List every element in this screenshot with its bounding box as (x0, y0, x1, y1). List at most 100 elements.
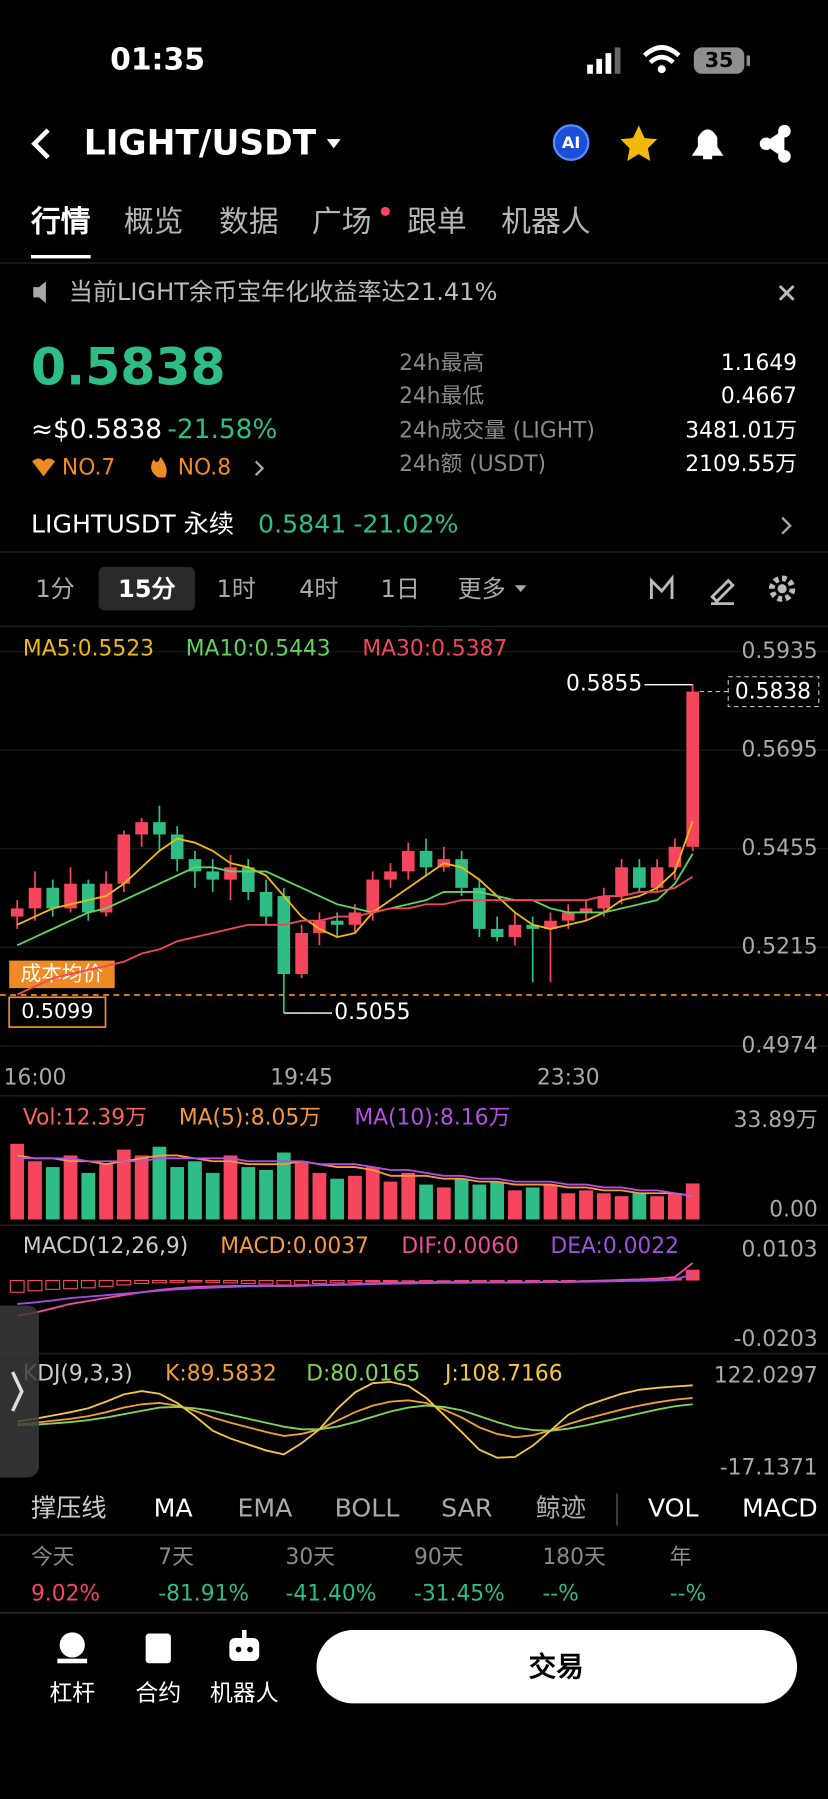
interval[interactable]: 4时 (299, 575, 338, 603)
interval[interactable]: 15分 (118, 575, 176, 603)
interval[interactable]: 1时 (217, 575, 256, 603)
draw-button[interactable] (710, 578, 735, 606)
candle-body (117, 834, 131, 884)
candle-body (686, 691, 699, 847)
usd-price: ≈$0.5838 (31, 415, 162, 445)
hot-rank[interactable]: NO.7 (62, 455, 115, 480)
pair-dropdown[interactable] (326, 139, 341, 149)
indicator-tab[interactable]: 撑压线 (31, 1494, 107, 1523)
stat-value: 1.1649 (721, 351, 797, 376)
indicator-tab[interactable]: VOL (648, 1494, 699, 1523)
volume-bar (543, 1184, 558, 1220)
volume-bar (99, 1164, 113, 1220)
stat-label: 24h最高 (399, 351, 484, 376)
notice-text[interactable]: 当前LIGHT余币宝年化收益率达21.41% (69, 278, 498, 306)
low-label: 0.5055 (334, 1000, 410, 1025)
macd-bar (471, 1279, 487, 1283)
series-line (16, 853, 694, 947)
candle-body (384, 871, 397, 880)
trade-button[interactable] (316, 1630, 798, 1704)
favorite-button[interactable] (620, 125, 658, 161)
volume-bar (650, 1196, 665, 1220)
legend-entry: MA30:0.5387 (362, 636, 507, 661)
nav-item[interactable]: 杠杆 (49, 1681, 95, 1707)
pair-title[interactable]: LIGHT/USDT (84, 123, 317, 163)
candle-body (330, 920, 344, 925)
y-tick-label: 0.00 (769, 1197, 817, 1222)
candle-body (544, 920, 557, 929)
indicator-tab[interactable]: 鲸迹 (536, 1494, 586, 1523)
tab[interactable]: 机器人 (501, 204, 590, 239)
more-dropdown[interactable] (514, 585, 527, 593)
return-period: 7天 (158, 1545, 194, 1570)
candle-body (348, 912, 362, 925)
settings-button[interactable] (768, 575, 796, 602)
return-period: 30天 (286, 1545, 336, 1570)
candle-body (241, 867, 255, 892)
perp-chevron[interactable] (781, 516, 792, 535)
y-tick-label: 0.5695 (742, 737, 818, 762)
share-button[interactable] (759, 124, 791, 163)
legend-entry: DEA:0.0022 (550, 1234, 679, 1259)
candle-body (366, 879, 380, 913)
perp-price: 0.5841 (258, 510, 346, 539)
trend-rank[interactable]: NO.8 (178, 455, 231, 480)
side-drawer-handle[interactable] (0, 1305, 39, 1478)
candle-body (508, 924, 522, 938)
macd-bar (169, 1279, 185, 1283)
back-button[interactable] (31, 128, 50, 160)
tab[interactable]: 数据 (219, 204, 279, 239)
macd-bar (311, 1279, 327, 1285)
legend-entry: Vol:12.39万 (23, 1106, 147, 1131)
ai-button[interactable] (552, 124, 590, 161)
legend-entry: MA(10):8.16万 (354, 1106, 510, 1131)
interval[interactable]: 1日 (381, 575, 420, 603)
indicator-tab[interactable]: MACD (742, 1494, 818, 1523)
alert-button[interactable] (691, 129, 724, 160)
volume-bar (490, 1181, 505, 1220)
macd-bar (258, 1279, 274, 1285)
volume-bar (330, 1178, 345, 1220)
nav-item[interactable]: 合约 (135, 1681, 181, 1707)
indicator-tab[interactable]: SAR (441, 1494, 492, 1523)
candle-body (224, 867, 237, 880)
interval[interactable]: 更多 (458, 575, 506, 603)
volume-bar (45, 1167, 60, 1220)
perp-name[interactable]: LIGHTUSDT 永续 (31, 510, 234, 539)
macd-bar (63, 1279, 78, 1290)
macd-bar (294, 1279, 310, 1285)
indicator-button[interactable] (649, 574, 674, 600)
tab[interactable]: 跟单 (407, 204, 467, 239)
stat-label: 24h额 (USDT) (399, 452, 546, 477)
nav-item[interactable]: 机器人 (210, 1681, 279, 1707)
candle-body (633, 867, 646, 888)
volume-bar (28, 1161, 42, 1220)
macd-bar (134, 1279, 150, 1285)
rank-chevron[interactable] (254, 460, 265, 476)
stat-value: 2109.55万 (685, 452, 797, 477)
signal-icon (587, 47, 621, 74)
volume-bar (276, 1152, 291, 1220)
volume-bar (188, 1161, 202, 1220)
tab[interactable]: 广场 (312, 204, 372, 239)
interval[interactable]: 1分 (35, 575, 74, 603)
tab[interactable]: 概览 (124, 204, 184, 239)
return-value: -31.45% (414, 1581, 505, 1606)
legend-entry: MA(5):8.05万 (179, 1106, 321, 1131)
indicator-tab[interactable]: EMA (237, 1494, 293, 1523)
close-notice[interactable] (778, 284, 795, 301)
tab[interactable]: 行情 (30, 204, 91, 239)
volume-bar (419, 1184, 433, 1220)
last-price-box (727, 676, 820, 708)
macd-bar (45, 1279, 61, 1290)
indicator-tab[interactable]: BOLL (335, 1494, 400, 1523)
indicator-tab[interactable]: MA (154, 1494, 194, 1523)
volume-bar (668, 1193, 682, 1220)
volume-bar (365, 1167, 380, 1220)
y-tick-label: 0.5215 (742, 934, 818, 959)
perp-change: -21.02% (353, 510, 458, 539)
candle-body (615, 867, 628, 897)
return-value: --% (670, 1581, 706, 1606)
volume-bar (223, 1155, 238, 1220)
return-period: 90天 (414, 1545, 464, 1570)
